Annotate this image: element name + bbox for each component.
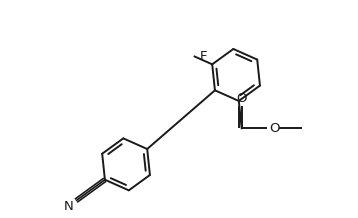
Text: F: F <box>200 50 207 63</box>
Text: N: N <box>63 200 73 213</box>
Text: O: O <box>236 92 247 105</box>
Text: O: O <box>269 122 280 135</box>
